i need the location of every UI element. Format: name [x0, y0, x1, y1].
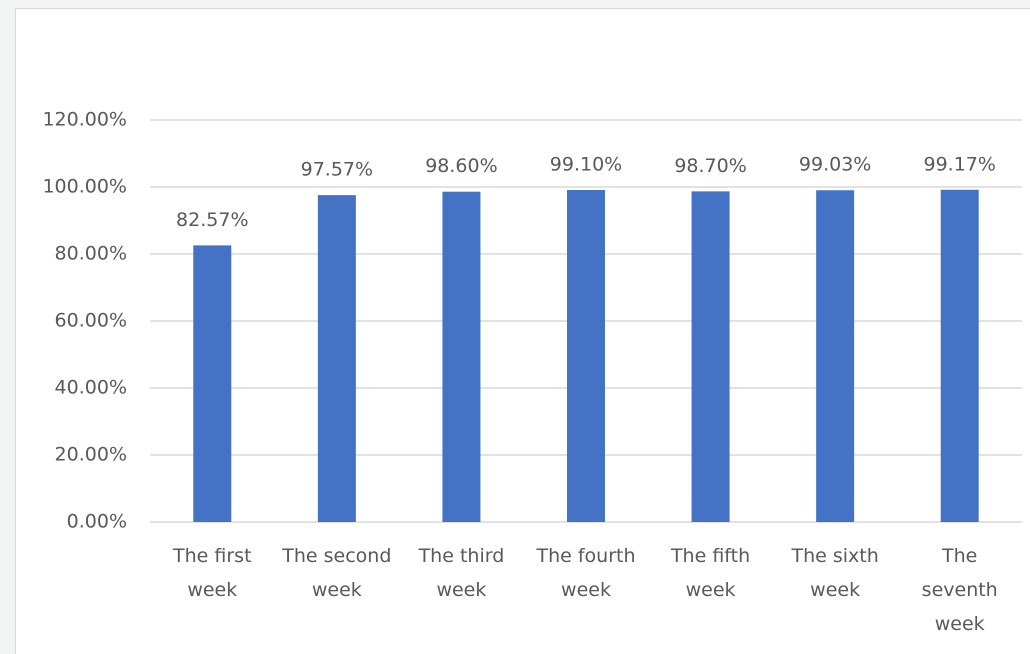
- data-label: 99.10%: [550, 154, 622, 176]
- bar: [193, 245, 232, 522]
- x-tick-label: The fifth week: [670, 545, 751, 601]
- y-tick-label: 80.00%: [55, 243, 127, 265]
- chart-frame: [15, 8, 1030, 654]
- y-tick-label: 0.00%: [67, 511, 127, 533]
- y-tick-label: 120.00%: [42, 109, 127, 131]
- bar: [317, 195, 356, 522]
- y-tick-label: 20.00%: [55, 444, 127, 466]
- y-tick-label: 40.00%: [55, 377, 127, 399]
- x-tick-label: The third week: [418, 545, 505, 601]
- bar: [567, 190, 605, 522]
- y-tick-label: 60.00%: [55, 310, 127, 332]
- data-label: 98.60%: [425, 155, 497, 177]
- y-tick-label: 100.00%: [42, 176, 127, 198]
- x-tick-label: The fourth week: [536, 545, 636, 601]
- x-tick-label: The seventh week: [921, 545, 998, 635]
- x-tick-label: The sixth week: [791, 545, 879, 601]
- data-label: 97.57%: [301, 159, 373, 181]
- bar: [816, 190, 855, 522]
- data-label: 99.17%: [923, 153, 995, 175]
- x-tick-label: The second week: [282, 545, 392, 601]
- data-label: 82.57%: [176, 209, 248, 231]
- bar: [691, 191, 730, 523]
- data-label: 99.03%: [799, 154, 871, 176]
- data-label: 98.70%: [674, 155, 746, 177]
- x-tick-label: The first week: [173, 545, 252, 601]
- bar: [442, 191, 481, 522]
- bar: [940, 189, 979, 522]
